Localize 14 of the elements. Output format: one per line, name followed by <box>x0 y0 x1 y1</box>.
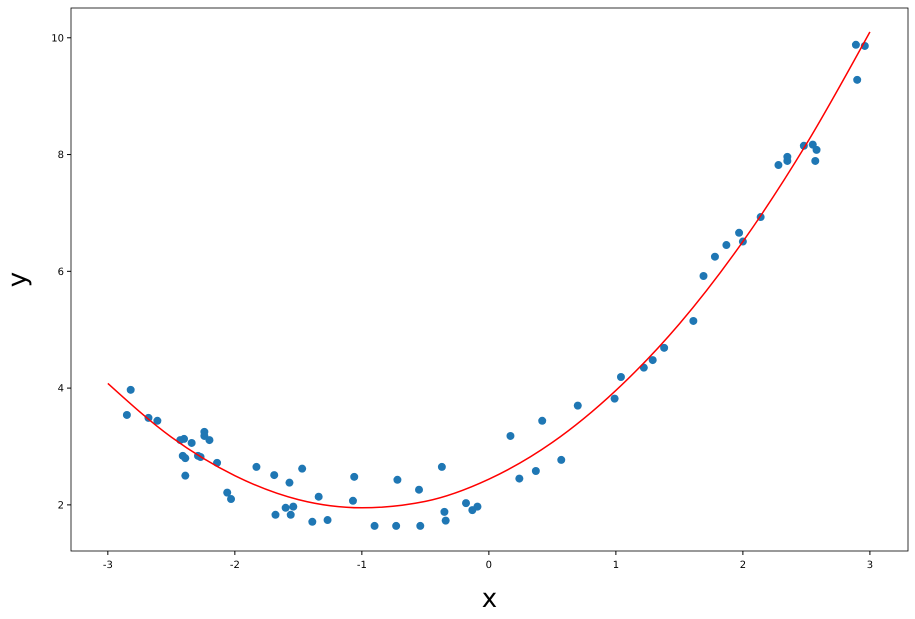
x-axis-title: x <box>482 584 498 614</box>
x-tick-label: -2 <box>230 560 240 571</box>
x-tick-label: 0 <box>486 560 492 571</box>
y-tick-label: 10 <box>51 33 64 44</box>
x-tick-label: 2 <box>740 560 746 571</box>
x-tick-label: 1 <box>612 560 620 571</box>
y-axis-title: y <box>3 272 33 288</box>
y-tick-label: 6 <box>58 266 64 278</box>
y-tick-label: 8 <box>58 150 64 162</box>
y-tick-label: 4 <box>58 384 64 395</box>
x-tick-label: 3 <box>866 560 874 571</box>
x-tick-label: -1 <box>356 560 367 571</box>
y-tick-label: 2 <box>58 500 64 512</box>
x-tick-label: -3 <box>102 560 113 571</box>
